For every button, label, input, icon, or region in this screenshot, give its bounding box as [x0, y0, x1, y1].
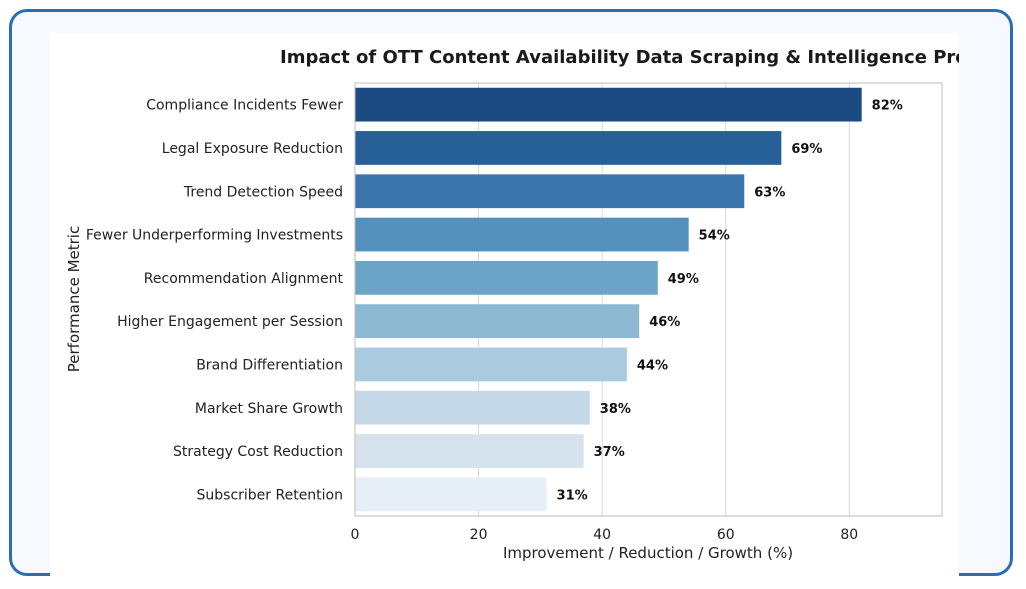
category-label: Brand Differentiation: [196, 357, 343, 373]
bar: [355, 131, 782, 165]
bar-value-label: 37%: [594, 445, 625, 460]
category-label: Compliance Incidents Fewer: [146, 98, 343, 114]
category-label: Trend Detection Speed: [183, 184, 343, 200]
x-axis-label: Improvement / Reduction / Growth (%): [503, 544, 793, 562]
y-axis-label: Performance Metric: [65, 226, 83, 372]
category-label: Fewer Underperforming Investments: [86, 228, 343, 244]
bar-value-label: 46%: [649, 315, 680, 330]
x-tick-label: 80: [840, 527, 858, 543]
bar: [355, 390, 590, 425]
bar: [355, 477, 547, 512]
bar: [355, 260, 658, 295]
bar: [355, 304, 640, 339]
category-label: Recommendation Alignment: [144, 271, 344, 287]
category-label: Strategy Cost Reduction: [173, 444, 343, 460]
chart-title: Impact of OTT Content Availability Data …: [280, 47, 959, 68]
bar-value-label: 69%: [791, 142, 822, 157]
x-tick-label: 60: [717, 527, 735, 543]
bar: [355, 87, 862, 122]
bar-value-label: 38%: [600, 402, 631, 417]
category-label: Subscriber Retention: [197, 487, 344, 503]
category-label: Higher Engagement per Session: [117, 314, 343, 330]
bar-value-label: 31%: [557, 488, 588, 503]
x-tick-label: 20: [470, 527, 488, 543]
bar-value-label: 63%: [754, 185, 785, 200]
bar: [355, 174, 745, 209]
bar: [355, 217, 689, 252]
bar: [355, 434, 584, 468]
bar-value-label: 82%: [872, 99, 903, 114]
bar-value-label: 49%: [668, 272, 699, 287]
category-label: Legal Exposure Reduction: [162, 141, 343, 157]
x-tick-label: 40: [593, 527, 611, 543]
plot-border: [354, 82, 943, 517]
chart-panel: Impact of OTT Content Availability Data …: [50, 33, 959, 578]
card-frame: Impact of OTT Content Availability Data …: [9, 9, 1013, 578]
bar-value-label: 44%: [637, 358, 668, 373]
bar-chart: Impact of OTT Content Availability Data …: [65, 47, 959, 562]
bar: [355, 347, 627, 382]
x-tick-label: 0: [351, 527, 360, 543]
bar-value-label: 54%: [699, 229, 730, 244]
category-label: Market Share Growth: [195, 401, 343, 417]
